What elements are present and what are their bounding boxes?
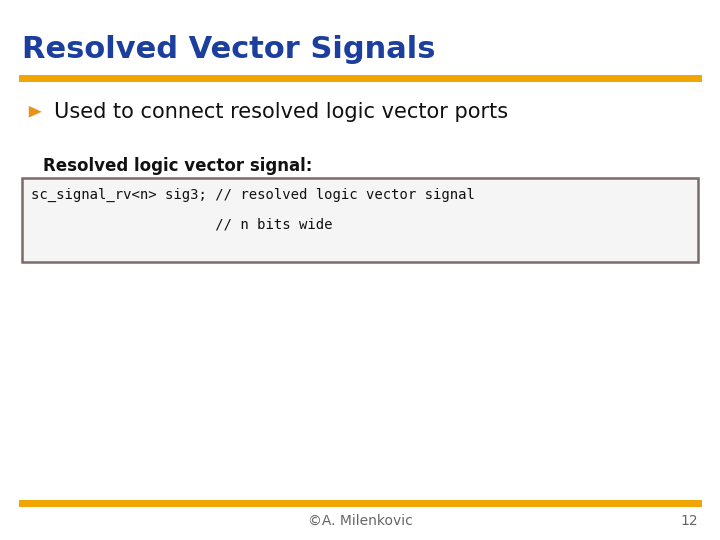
- Text: Resolved Vector Signals: Resolved Vector Signals: [22, 35, 435, 64]
- Text: 12: 12: [681, 514, 698, 528]
- Polygon shape: [29, 106, 42, 118]
- Text: sc_signal_rv<n> sig3; // resolved logic vector signal: sc_signal_rv<n> sig3; // resolved logic …: [31, 187, 474, 201]
- Text: Used to connect resolved logic vector ports: Used to connect resolved logic vector po…: [54, 102, 508, 122]
- Text: Resolved logic vector signal:: Resolved logic vector signal:: [43, 157, 312, 174]
- Text: ©A. Milenkovic: ©A. Milenkovic: [307, 514, 413, 528]
- FancyBboxPatch shape: [22, 178, 698, 262]
- Text: // n bits wide: // n bits wide: [31, 218, 333, 232]
